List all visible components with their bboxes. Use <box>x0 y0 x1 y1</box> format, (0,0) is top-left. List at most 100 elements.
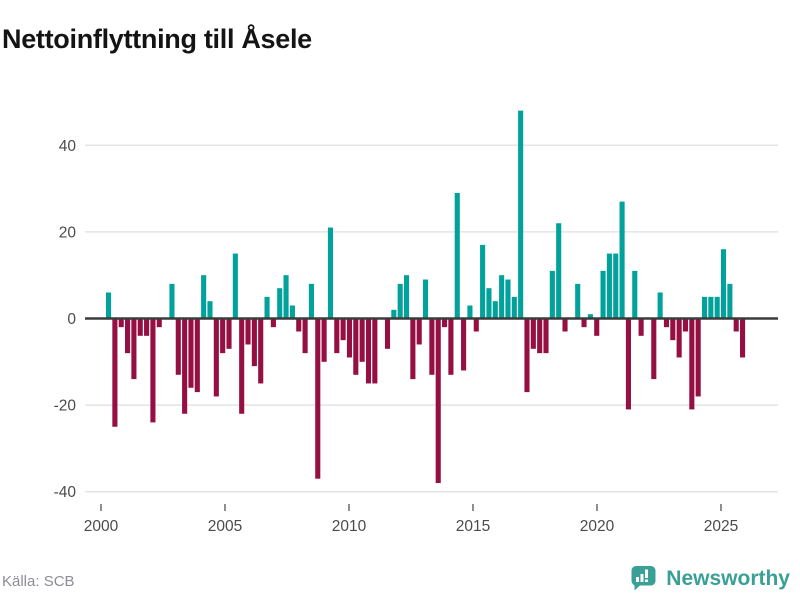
bar-2018-Q4 <box>575 283 581 319</box>
bar-2003-Q2 <box>182 318 188 414</box>
bar-2006-Q4 <box>270 318 276 328</box>
bar-2007-Q1 <box>277 288 283 319</box>
bar-2014-Q3 <box>467 305 473 319</box>
bar-chart: 40 20 0 -20 -40 2000 2005 2010 2015 2020 2025 <box>54 110 778 535</box>
bar-2012-Q3 <box>416 318 422 345</box>
x-axis-label-2000: 2000 <box>84 518 119 535</box>
bar-2019-Q2 <box>587 314 593 319</box>
bar-2013-Q2 <box>435 318 441 484</box>
bar-2000-Q4 <box>118 318 124 328</box>
bar-2009-Q4 <box>346 318 353 358</box>
bar-2008-Q3 <box>315 318 321 479</box>
bar-2001-Q1 <box>125 318 131 354</box>
x-axis-label-2005: 2005 <box>208 518 242 535</box>
bar-2013-Q3 <box>442 318 448 328</box>
bar-2025-Q1 <box>733 318 739 332</box>
bar-2016-Q4 <box>524 318 530 393</box>
bar-2013-Q1 <box>429 318 435 375</box>
bar-2001-Q3 <box>137 318 143 336</box>
bar-2004-Q3 <box>213 318 219 397</box>
bar-2000-Q3 <box>112 318 118 427</box>
bar-2017-Q3 <box>543 318 549 354</box>
bar-2010-Q1 <box>353 318 359 375</box>
bar-2016-Q1 <box>505 279 511 319</box>
bar-2015-Q2 <box>486 288 492 319</box>
bar-2017-Q1 <box>530 318 536 349</box>
bar-2021-Q2 <box>638 318 644 336</box>
bar-2004-Q1 <box>201 275 207 319</box>
bar-2015-Q3 <box>492 301 498 319</box>
bar-2003-Q4 <box>194 318 200 393</box>
bar-2017-Q2 <box>537 318 543 354</box>
bar-2024-Q4 <box>727 283 733 319</box>
y-axis-label-20: 20 <box>59 224 77 241</box>
bar-2019-Q3 <box>594 318 600 336</box>
bar-2006-Q2 <box>258 318 264 384</box>
bar-2012-Q1 <box>403 275 410 319</box>
bar-2020-Q2 <box>613 253 619 319</box>
bar-2023-Q3 <box>695 318 701 397</box>
bar-2010-Q2 <box>359 318 365 362</box>
bar-2010-Q4 <box>372 318 378 384</box>
bar-2012-Q4 <box>423 279 429 319</box>
bar-2003-Q1 <box>175 318 181 375</box>
bar-2010-Q3 <box>365 318 372 384</box>
bar-2014-Q1 <box>454 192 460 319</box>
x-axis-label-2020: 2020 <box>580 518 615 535</box>
bar-2023-Q1 <box>682 318 689 332</box>
newsworthy-wordmark: Newsworthy <box>666 566 790 590</box>
bar-2011-Q4 <box>397 283 403 319</box>
y-axis-label-0: 0 <box>67 311 76 328</box>
bar-2014-Q2 <box>461 318 467 371</box>
bar-2022-Q2 <box>663 318 670 328</box>
bar-2013-Q4 <box>448 318 454 375</box>
bar-2001-Q2 <box>131 318 137 380</box>
bar-2022-Q3 <box>670 318 676 341</box>
bar-2006-Q3 <box>264 296 270 319</box>
bar-2008-Q2 <box>308 283 314 319</box>
bar-2004-Q2 <box>207 301 213 319</box>
bar-2007-Q3 <box>289 305 295 319</box>
bar-2005-Q4 <box>245 318 251 345</box>
bar-2017-Q4 <box>549 270 555 319</box>
newsworthy-logo: Newsworthy <box>628 563 790 594</box>
bar-2025-Q2 <box>740 318 746 358</box>
bar-2018-Q1 <box>556 223 562 319</box>
bar-2021-Q4 <box>651 318 657 380</box>
bar-2024-Q3 <box>720 249 727 319</box>
x-axis-label-2015: 2015 <box>456 518 490 535</box>
bar-2000-Q2 <box>106 292 112 319</box>
y-axis-label-40: 40 <box>59 138 77 155</box>
bar-2020-Q4 <box>625 318 631 410</box>
bar-2002-Q1 <box>150 318 156 423</box>
bar-2002-Q4 <box>169 283 175 319</box>
bar-2022-Q1 <box>657 292 663 319</box>
bar-2022-Q4 <box>676 318 682 358</box>
bar-2021-Q1 <box>632 270 638 319</box>
bar-2023-Q2 <box>689 318 695 410</box>
bar-2003-Q3 <box>188 318 194 388</box>
bar-2024-Q2 <box>714 296 720 319</box>
bar-2015-Q1 <box>480 244 486 319</box>
x-axis-label-2025: 2025 <box>704 518 738 535</box>
bar-2020-Q1 <box>606 253 612 319</box>
bar-2004-Q4 <box>220 318 226 354</box>
x-axis-label-2010: 2010 <box>332 518 367 535</box>
source-label: Källa: SCB <box>2 573 75 590</box>
bar-2009-Q3 <box>340 318 346 341</box>
bar-2014-Q4 <box>473 318 479 332</box>
bar-2019-Q1 <box>581 318 587 328</box>
bar-2016-Q2 <box>511 296 517 319</box>
y-axis-label--20: -20 <box>54 398 77 415</box>
bar-2023-Q4 <box>701 296 708 319</box>
bar-2016-Q3 <box>518 110 524 319</box>
bar-2011-Q2 <box>384 318 391 349</box>
bar-2024-Q1 <box>708 296 714 319</box>
bar-2018-Q2 <box>562 318 568 332</box>
bar-2005-Q3 <box>239 318 245 414</box>
bar-2011-Q3 <box>391 309 397 319</box>
bar-2009-Q1 <box>327 227 333 319</box>
bar-2001-Q4 <box>144 318 150 336</box>
bar-2006-Q1 <box>251 318 257 367</box>
